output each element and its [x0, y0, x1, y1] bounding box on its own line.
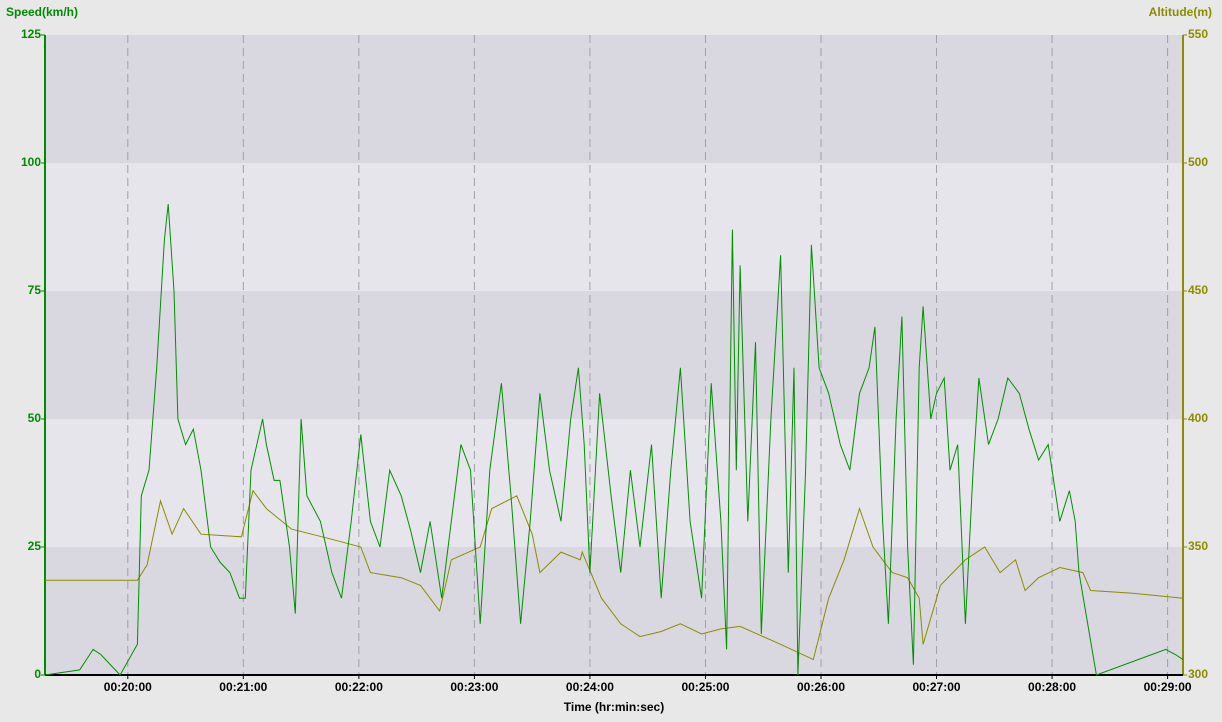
y2-tick-label: 400: [1188, 411, 1208, 425]
plot-band: [45, 547, 1183, 675]
x-tick-label: 00:20:00: [104, 680, 152, 694]
plot-band: [45, 291, 1183, 419]
y-tick-label: 100: [21, 155, 41, 169]
y2-tick-label: 550: [1188, 27, 1208, 41]
x-tick-label: 00:26:00: [797, 680, 845, 694]
y2-tick-label: 300: [1188, 667, 1208, 681]
x-tick-label: 00:28:00: [1028, 680, 1076, 694]
x-tick-label: 00:22:00: [335, 680, 383, 694]
x-tick-label: 00:24:00: [566, 680, 614, 694]
y-axis-label: Speed(km/h): [6, 5, 78, 19]
y2-tick-label: 350: [1188, 539, 1208, 553]
y2-tick-label: 450: [1188, 283, 1208, 297]
series-line: [44, 203, 1184, 676]
x-tick-label: 00:23:00: [450, 680, 498, 694]
y-tick-label: 75: [28, 283, 42, 297]
x-tick-label: 00:21:00: [219, 680, 267, 694]
y2-tick-label: 500: [1188, 155, 1208, 169]
series-line: [45, 489, 1184, 661]
y-tick-label: 125: [21, 27, 41, 41]
plot-band: [45, 419, 1183, 547]
y-tick-label: 0: [34, 667, 41, 681]
x-tick-label: 00:29:00: [1144, 680, 1192, 694]
x-tick-label: 00:25:00: [681, 680, 729, 694]
x-axis-label: Time (hr:min:sec): [564, 700, 664, 714]
plot-band: [45, 163, 1183, 291]
plot-band: [45, 35, 1183, 163]
x-tick-label: 00:27:00: [913, 680, 961, 694]
y2-axis-label: Altitude(m): [1149, 5, 1212, 19]
plot-bands: [45, 35, 1183, 675]
y-tick-label: 50: [28, 411, 42, 425]
y-tick-label: 25: [28, 539, 42, 553]
